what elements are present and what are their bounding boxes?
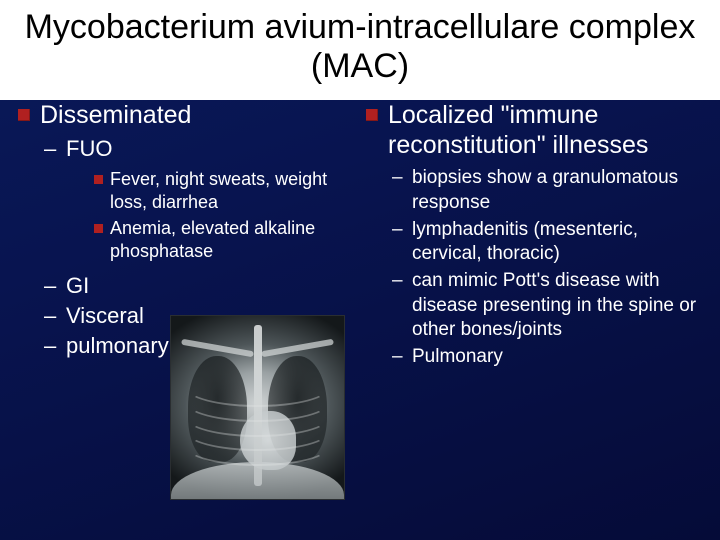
right-heading: Localized "immune reconstitution" illnes…: [388, 100, 702, 160]
right-heading-row: Localized "immune reconstitution" illnes…: [366, 100, 702, 160]
list-item-label: can mimic Pott's disease with disease pr…: [412, 270, 696, 340]
list-item-label: lymphadenitis (mesenteric, cervical, tho…: [412, 219, 638, 265]
right-dash-list: biopsies show a granulomatous response l…: [392, 166, 702, 370]
xray-clavicle-left: [181, 339, 254, 358]
bullet-icon: [94, 175, 103, 184]
list-item-label: biopsies show a granulomatous response: [412, 167, 678, 213]
list-item: can mimic Pott's disease with disease pr…: [392, 269, 702, 343]
list-item: Pulmonary: [392, 345, 702, 370]
bullet-icon: [94, 224, 103, 233]
list-item: biopsies show a granulomatous response: [392, 166, 702, 215]
list-item-gi: GI: [44, 271, 354, 301]
fuo-sublist: Fever, night sweats, weight loss, diarrh…: [94, 168, 354, 264]
bullet-icon: [366, 109, 378, 121]
right-column: Localized "immune reconstitution" illnes…: [366, 100, 702, 372]
left-heading: Disseminated: [40, 100, 191, 130]
list-item-fuo: FUO Fever, night sweats, weight loss, di…: [44, 134, 354, 263]
list-item-label: GI: [66, 273, 89, 298]
left-heading-row: Disseminated: [18, 100, 354, 130]
xray-rib: [185, 426, 330, 466]
list-item-label: Pulmonary: [412, 346, 503, 367]
content-columns: Disseminated FUO Fever, night sweats, we…: [18, 100, 702, 372]
list-item: Fever, night sweats, weight loss, diarrh…: [94, 168, 354, 215]
list-item: Anemia, elevated alkaline phosphatase: [94, 217, 354, 264]
slide-container: Mycobacterium avium-intracellulare compl…: [0, 0, 720, 540]
list-item-label: FUO: [66, 136, 112, 161]
chest-xray-image: [170, 315, 345, 500]
xray-clavicle-right: [261, 339, 334, 358]
list-item: lymphadenitis (mesenteric, cervical, tho…: [392, 218, 702, 267]
list-item-label: pulmonary: [66, 333, 169, 358]
sub-item-text: Fever, night sweats, weight loss, diarrh…: [110, 169, 327, 212]
bullet-icon: [18, 109, 30, 121]
slide-title: Mycobacterium avium-intracellulare compl…: [18, 8, 702, 86]
list-item-label: Visceral: [66, 303, 144, 328]
sub-item-text: Anemia, elevated alkaline phosphatase: [110, 218, 315, 261]
